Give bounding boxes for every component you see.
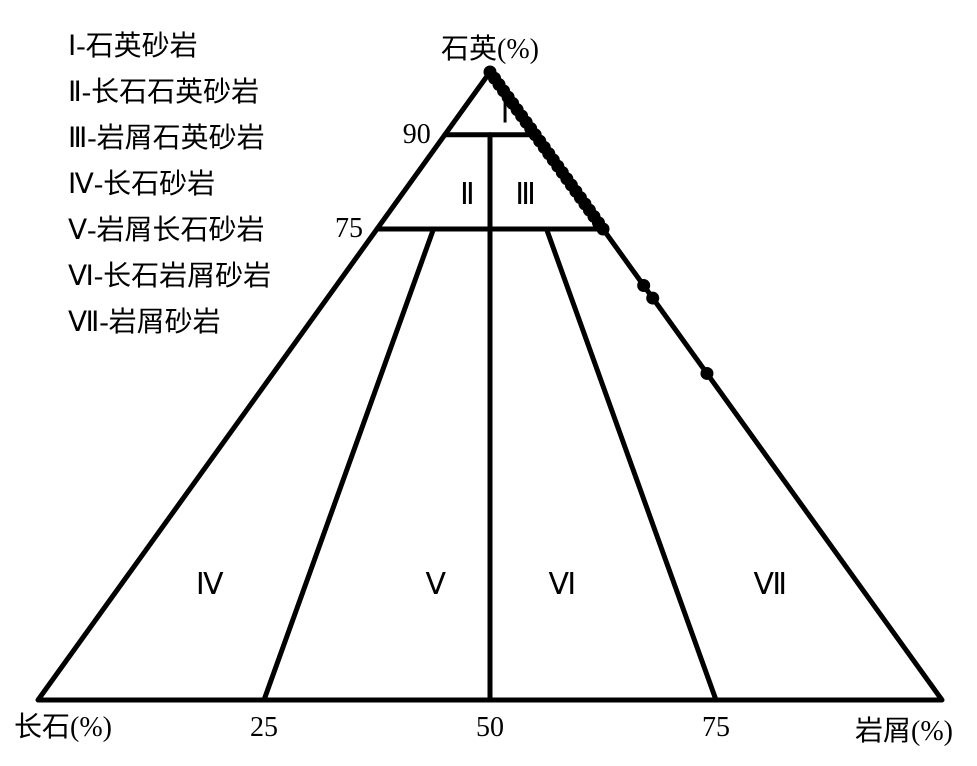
region-label-IV: Ⅳ xyxy=(196,568,224,601)
legend-item-4: Ⅳ-长石砂岩 xyxy=(68,168,215,200)
apex-label-rock-fragment: 岩屑(%) xyxy=(855,715,953,747)
region-label-III: Ⅲ xyxy=(515,178,536,211)
legend-item-6: Ⅵ-长石岩屑砂岩 xyxy=(68,260,271,292)
region-label-V: Ⅴ xyxy=(425,568,446,601)
legend-item-3: Ⅲ-岩屑石英砂岩 xyxy=(68,122,265,154)
tick-base-75: 75 xyxy=(702,712,730,743)
region-label-I: Ⅰ xyxy=(501,97,510,130)
ternary-diagram: 石英(%) 长石(%) 岩屑(%) 90 75 25 50 75 Ⅰ Ⅱ Ⅲ Ⅳ Ⅴ Ⅵ Ⅶ Ⅰ-石英砂岩 Ⅱ-… xyxy=(0,0,977,766)
apex-label-feldspar: 长石(%) xyxy=(14,711,112,743)
legend-item-7: Ⅶ-岩屑砂岩 xyxy=(68,306,221,338)
region-label-VI: Ⅵ xyxy=(548,568,576,601)
tick-base-50: 50 xyxy=(476,712,504,743)
apex-label-quartz: 石英(%) xyxy=(441,33,539,65)
region-label-VII: Ⅶ xyxy=(753,568,787,601)
tick-q90: 90 xyxy=(403,119,431,150)
tick-base-25: 25 xyxy=(250,712,278,743)
legend-item-2: Ⅱ-长石石英砂岩 xyxy=(68,76,259,108)
legend-item-5: Ⅴ-岩屑长石砂岩 xyxy=(68,214,264,246)
ternary-svg: 石英(%) 长石(%) 岩屑(%) 90 75 25 50 75 Ⅰ Ⅱ Ⅲ Ⅳ Ⅴ Ⅵ Ⅶ Ⅰ-石英砂岩 Ⅱ-… xyxy=(0,0,977,766)
tick-q75: 75 xyxy=(335,213,363,244)
legend: Ⅰ-石英砂岩 Ⅱ-长石石英砂岩 Ⅲ-岩屑石英砂岩 Ⅳ-长石砂岩 Ⅴ-岩屑长石砂岩 Ⅵ-长石… xyxy=(68,30,271,338)
region-label-II: Ⅱ xyxy=(460,178,475,211)
legend-item-1: Ⅰ-石英砂岩 xyxy=(68,30,198,62)
